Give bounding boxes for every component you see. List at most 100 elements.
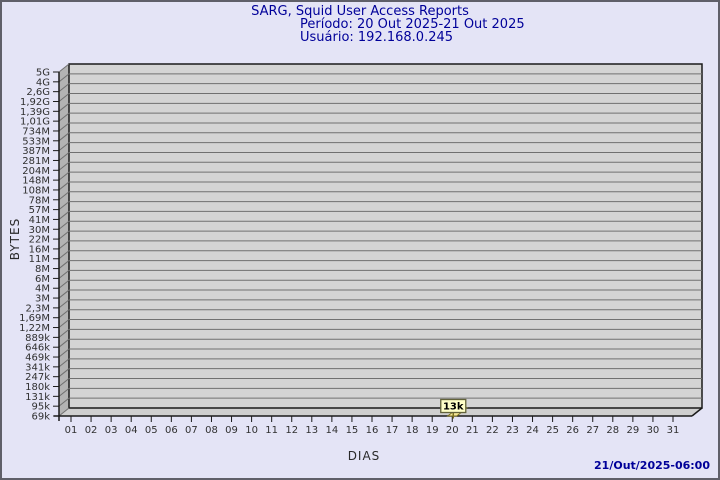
y-grid-diagonal <box>58 220 70 230</box>
x-tick-label: 25 <box>546 425 559 436</box>
x-tick-label: 29 <box>626 425 639 436</box>
y-grid-diagonal <box>58 211 70 220</box>
y-tick-label: 2,3M <box>25 303 50 314</box>
y-tick-label: 3M <box>35 294 50 305</box>
x-tick-label: 01 <box>65 425 78 436</box>
x-tick-label: 14 <box>325 425 338 436</box>
x-tick-label: 09 <box>225 425 238 436</box>
y-tick-label: 108M <box>22 185 50 196</box>
y-tick-label: 533M <box>22 136 50 147</box>
y-grid-diagonal <box>58 368 70 378</box>
generation-timestamp: 21/Out/2025-06:00 <box>594 459 710 472</box>
x-tick-label: 16 <box>366 425 379 436</box>
chart-side-panel <box>59 64 69 416</box>
y-tick-label: 8M <box>35 264 50 275</box>
y-tick-label: 148M <box>22 176 50 187</box>
y-tick-label: 95k <box>31 402 50 413</box>
y-grid-diagonal <box>58 240 70 250</box>
x-tick-label: 22 <box>486 425 499 436</box>
y-grid-diagonal <box>58 358 70 368</box>
y-tick-label: 78M <box>29 195 50 206</box>
chart-floor <box>59 408 702 416</box>
y-grid-diagonal <box>58 319 70 328</box>
x-tick-label: 19 <box>426 425 439 436</box>
x-tick-label: 13 <box>305 425 318 436</box>
x-tick-label: 05 <box>145 425 158 436</box>
y-tick-label: 889k <box>25 333 50 344</box>
y-grid-diagonal <box>58 250 70 260</box>
y-grid-diagonal <box>58 397 70 407</box>
y-tick-label: 4M <box>35 284 50 295</box>
x-tick-label: 03 <box>105 425 118 436</box>
y-grid-diagonal <box>58 289 70 299</box>
x-tick-label: 10 <box>245 425 258 436</box>
x-tick-label: 31 <box>667 425 680 436</box>
chart-user: Usuário: 192.168.0.245 <box>300 30 454 45</box>
y-grid-diagonal <box>58 102 70 112</box>
y-grid-diagonal <box>58 279 70 289</box>
bar-value-label: 13k <box>443 402 464 413</box>
y-tick-label: 11M <box>29 254 50 265</box>
x-tick-label: 02 <box>85 425 98 436</box>
x-tick-label: 18 <box>406 425 419 436</box>
y-grid-diagonal <box>58 83 70 93</box>
y-tick-label: 247k <box>25 372 50 383</box>
x-tick-label: 06 <box>165 425 178 436</box>
y-grid-diagonal <box>58 260 70 269</box>
y-tick-label: 1,92G <box>20 97 50 108</box>
x-axis-title: DIAS <box>347 449 381 463</box>
y-tick-label: 341k <box>25 362 50 373</box>
y-tick-label: 57M <box>29 205 50 216</box>
x-tick-label: 17 <box>386 425 399 436</box>
y-grid-diagonal <box>58 338 70 348</box>
y-tick-label: 4G <box>36 77 50 88</box>
y-tick-label: 22M <box>29 235 50 246</box>
x-tick-label: 11 <box>265 425 278 436</box>
y-grid-diagonal <box>58 201 70 210</box>
x-tick-label: 07 <box>185 425 198 436</box>
y-grid-diagonal <box>58 407 70 417</box>
y-grid-diagonal <box>58 152 70 161</box>
data-bar <box>446 407 469 417</box>
y-tick-label: 69k <box>31 412 50 423</box>
x-tick-label: 26 <box>566 425 579 436</box>
x-tick-label: 24 <box>526 425 539 436</box>
plot-face <box>68 63 703 409</box>
x-tick-label: 12 <box>285 425 298 436</box>
y-tick-label: 1,01G <box>20 117 50 128</box>
y-tick-label: 2,6G <box>26 87 50 98</box>
chart-title: SARG, Squid User Access Reports <box>251 4 469 19</box>
y-grid-diagonal <box>58 73 70 83</box>
y-grid-diagonal <box>58 142 70 152</box>
y-grid-diagonal <box>58 161 70 171</box>
y-tick-label: 281M <box>22 156 50 167</box>
x-tick-label: 23 <box>506 425 519 436</box>
y-tick-label: 16M <box>29 244 50 255</box>
y-tick-label: 734M <box>22 126 50 137</box>
x-tick-label: 30 <box>647 425 660 436</box>
y-grid-diagonal <box>58 132 70 142</box>
y-grid-diagonal <box>58 270 70 279</box>
y-tick-label: 204M <box>22 166 50 177</box>
y-grid-diagonal <box>58 181 70 191</box>
y-tick-label: 1,69M <box>19 313 50 324</box>
y-tick-label: 180k <box>25 382 50 393</box>
y-grid-diagonal <box>58 299 70 309</box>
y-grid-diagonal <box>58 122 70 132</box>
y-tick-label: 469k <box>25 353 50 364</box>
chart-period: Período: 20 Out 2025-21 Out 2025 <box>300 17 525 32</box>
y-axis-title: BYTES <box>8 217 22 261</box>
y-tick-label: 1,22M <box>19 323 50 334</box>
bar-value-callout <box>440 398 467 414</box>
y-tick-label: 5G <box>36 68 50 79</box>
x-tick-label: 28 <box>606 425 619 436</box>
y-grid-diagonal <box>58 93 70 102</box>
x-tick-label: 08 <box>205 425 218 436</box>
x-axis-corner <box>691 407 703 417</box>
y-grid-diagonal <box>58 63 70 73</box>
y-grid-diagonal <box>58 112 70 122</box>
y-grid-diagonal <box>58 171 70 181</box>
y-grid-diagonal <box>58 230 70 240</box>
